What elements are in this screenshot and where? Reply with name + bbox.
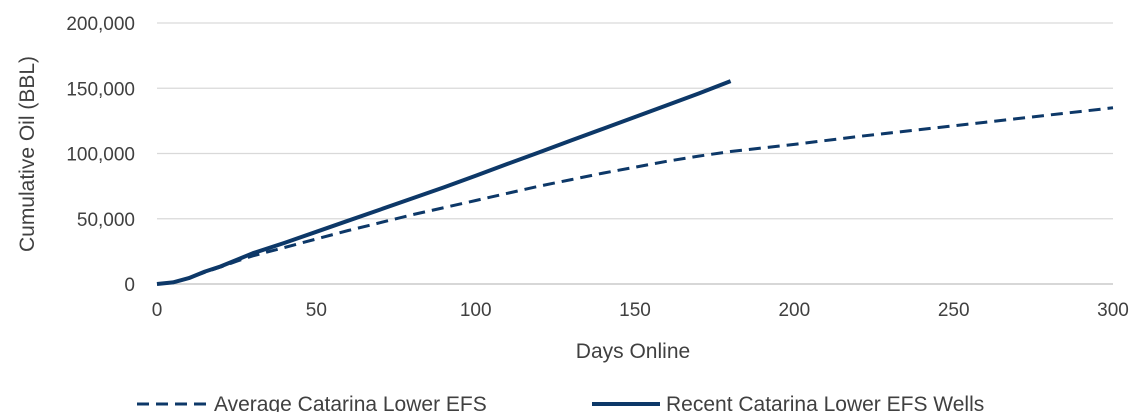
series-lines bbox=[156, 79, 1114, 286]
x-tick-label: 50 bbox=[306, 300, 327, 321]
y-tick-label: 100,000 bbox=[66, 145, 135, 166]
series-line-average bbox=[156, 106, 1114, 286]
x-axis-tick-labels: 0 50 100 150 200 250 300 bbox=[152, 300, 1129, 321]
legend-label-average: Average Catarina Lower EFS bbox=[214, 393, 487, 412]
x-tick-label: 100 bbox=[460, 300, 492, 321]
x-tick-label: 300 bbox=[1097, 300, 1129, 321]
x-axis-title: Days Online bbox=[576, 340, 690, 363]
legend-label-recent: Recent Catarina Lower EFS Wells bbox=[666, 393, 984, 412]
y-tick-label: 150,000 bbox=[66, 79, 135, 100]
series-line-recent bbox=[156, 79, 732, 286]
gridlines bbox=[157, 22, 1113, 285]
y-axis-title: Cumulative Oil (BBL) bbox=[16, 56, 39, 252]
x-tick-label: 150 bbox=[619, 300, 651, 321]
y-tick-label: 0 bbox=[124, 275, 135, 296]
y-axis-tick-labels: 0 50,000 100,000 150,000 200,000 bbox=[66, 14, 135, 296]
x-tick-label: 0 bbox=[152, 300, 163, 321]
x-tick-label: 250 bbox=[938, 300, 970, 321]
x-tick-label: 200 bbox=[778, 300, 810, 321]
y-tick-label: 200,000 bbox=[66, 14, 135, 35]
y-tick-label: 50,000 bbox=[77, 210, 135, 231]
legend: Average Catarina Lower EFS Recent Catari… bbox=[137, 393, 984, 412]
